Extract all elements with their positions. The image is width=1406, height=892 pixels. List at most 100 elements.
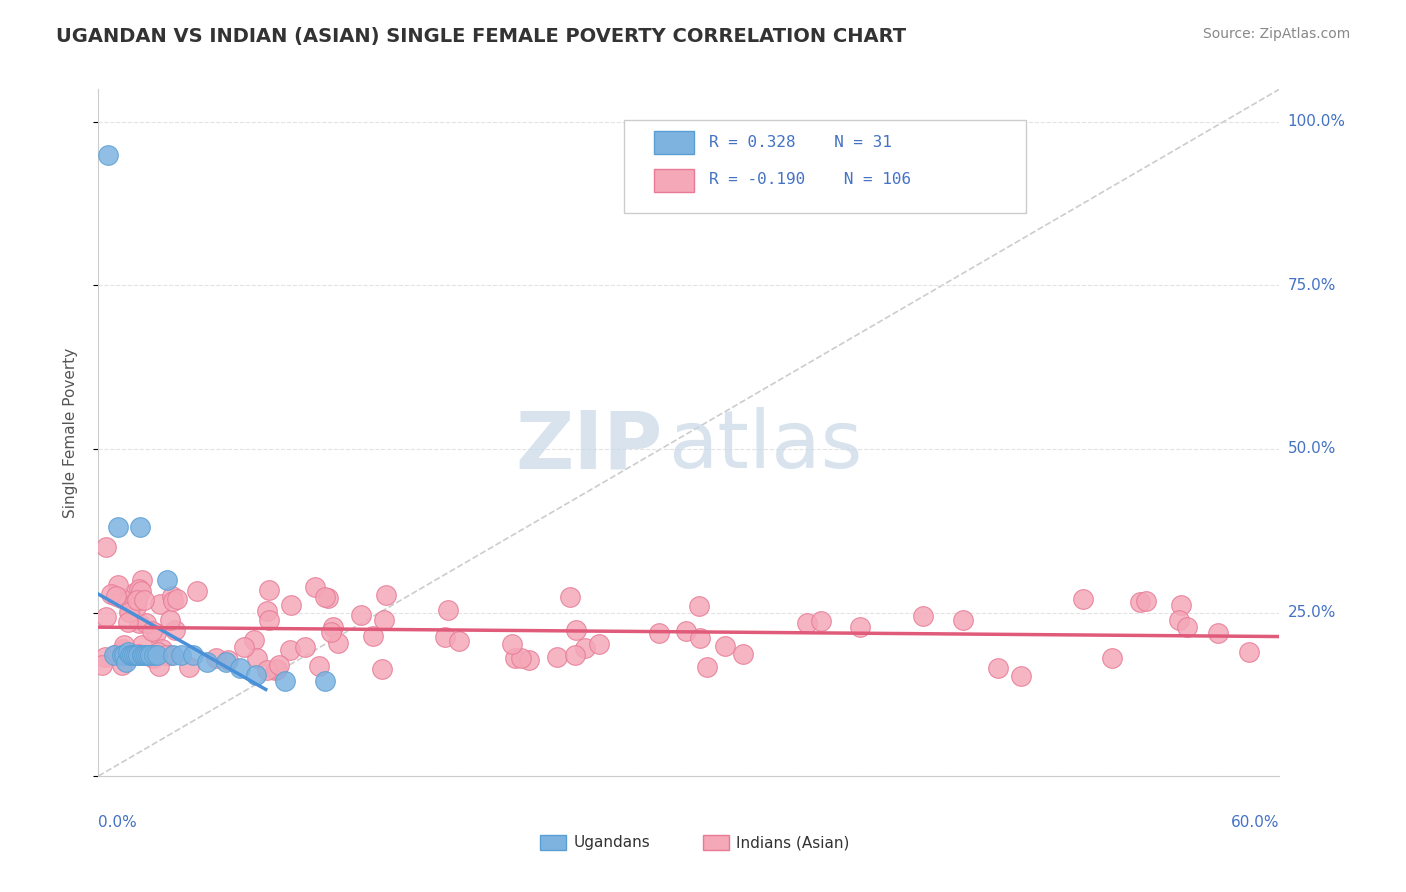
Point	[257, 613, 280, 627]
Point	[131, 639, 153, 653]
Point	[112, 648, 135, 662]
Point	[195, 655, 218, 669]
FancyBboxPatch shape	[654, 169, 693, 193]
Text: R = -0.190    N = 106: R = -0.190 N = 106	[709, 172, 911, 187]
Point	[153, 648, 176, 662]
Point	[162, 648, 184, 662]
Point	[148, 659, 170, 673]
Point	[274, 674, 297, 689]
Point	[322, 620, 344, 634]
Point	[127, 648, 149, 662]
Point	[149, 597, 172, 611]
Text: Ugandans: Ugandans	[574, 835, 650, 850]
Point	[264, 663, 287, 677]
Point	[136, 648, 159, 662]
Point	[135, 648, 157, 662]
Point	[156, 573, 179, 587]
Point	[266, 662, 288, 676]
Point	[675, 624, 697, 638]
Point	[131, 648, 153, 662]
Point	[217, 653, 239, 667]
Point	[810, 614, 832, 628]
Point	[138, 648, 160, 662]
Text: 75.0%: 75.0%	[1288, 278, 1336, 293]
Point	[648, 626, 671, 640]
Point	[118, 605, 141, 619]
Point	[118, 606, 141, 620]
Point	[165, 623, 187, 637]
Text: 25.0%: 25.0%	[1288, 605, 1336, 620]
Text: 60.0%: 60.0%	[1232, 815, 1279, 830]
Point	[246, 650, 269, 665]
Point	[131, 573, 153, 587]
Point	[141, 624, 163, 639]
Point	[128, 615, 150, 630]
Point	[294, 640, 316, 655]
Point	[436, 603, 458, 617]
Point	[688, 599, 710, 613]
Point	[1071, 591, 1094, 606]
FancyBboxPatch shape	[624, 120, 1025, 213]
Point	[1101, 650, 1123, 665]
FancyBboxPatch shape	[703, 835, 730, 850]
Point	[350, 607, 373, 622]
Point	[215, 655, 238, 669]
Point	[122, 648, 145, 662]
Point	[314, 590, 336, 604]
Point	[546, 649, 568, 664]
FancyBboxPatch shape	[540, 835, 567, 850]
Point	[1129, 595, 1152, 609]
Point	[150, 642, 173, 657]
Text: Source: ZipAtlas.com: Source: ZipAtlas.com	[1202, 27, 1350, 41]
Point	[132, 648, 155, 662]
Text: atlas: atlas	[668, 408, 862, 485]
Text: UGANDAN VS INDIAN (ASIAN) SINGLE FEMALE POVERTY CORRELATION CHART: UGANDAN VS INDIAN (ASIAN) SINGLE FEMALE …	[56, 27, 907, 45]
Point	[447, 634, 470, 648]
Point	[128, 582, 150, 596]
Text: Indians (Asian): Indians (Asian)	[737, 835, 849, 850]
Point	[280, 643, 302, 657]
Point	[117, 645, 139, 659]
Point	[125, 648, 148, 662]
Point	[145, 626, 167, 640]
Point	[96, 540, 118, 554]
Point	[141, 651, 163, 665]
Point	[517, 653, 540, 667]
Point	[94, 609, 117, 624]
Point	[1011, 668, 1033, 682]
Point	[314, 674, 336, 689]
Point	[308, 658, 330, 673]
Point	[280, 598, 302, 612]
Point	[319, 625, 342, 640]
Point	[912, 608, 935, 623]
Point	[124, 595, 146, 609]
Point	[987, 661, 1010, 675]
Point	[128, 520, 150, 534]
Point	[107, 520, 129, 534]
Point	[245, 667, 267, 681]
Point	[588, 637, 610, 651]
Point	[434, 631, 457, 645]
Point	[105, 590, 128, 604]
Point	[304, 580, 326, 594]
Point	[131, 648, 153, 662]
Point	[135, 616, 157, 631]
Point	[1206, 626, 1229, 640]
Text: R = 0.328    N = 31: R = 0.328 N = 31	[709, 135, 891, 150]
Point	[326, 636, 349, 650]
Point	[1168, 613, 1191, 627]
Point	[115, 655, 138, 669]
Point	[564, 648, 586, 662]
Point	[233, 640, 256, 654]
Point	[186, 583, 208, 598]
Point	[371, 662, 394, 676]
Point	[952, 613, 974, 627]
Point	[111, 642, 134, 657]
Point	[129, 584, 152, 599]
Point	[125, 600, 148, 615]
Point	[127, 648, 149, 662]
Point	[91, 658, 114, 673]
Point	[1175, 620, 1198, 634]
Point	[177, 660, 200, 674]
Point	[565, 624, 588, 638]
